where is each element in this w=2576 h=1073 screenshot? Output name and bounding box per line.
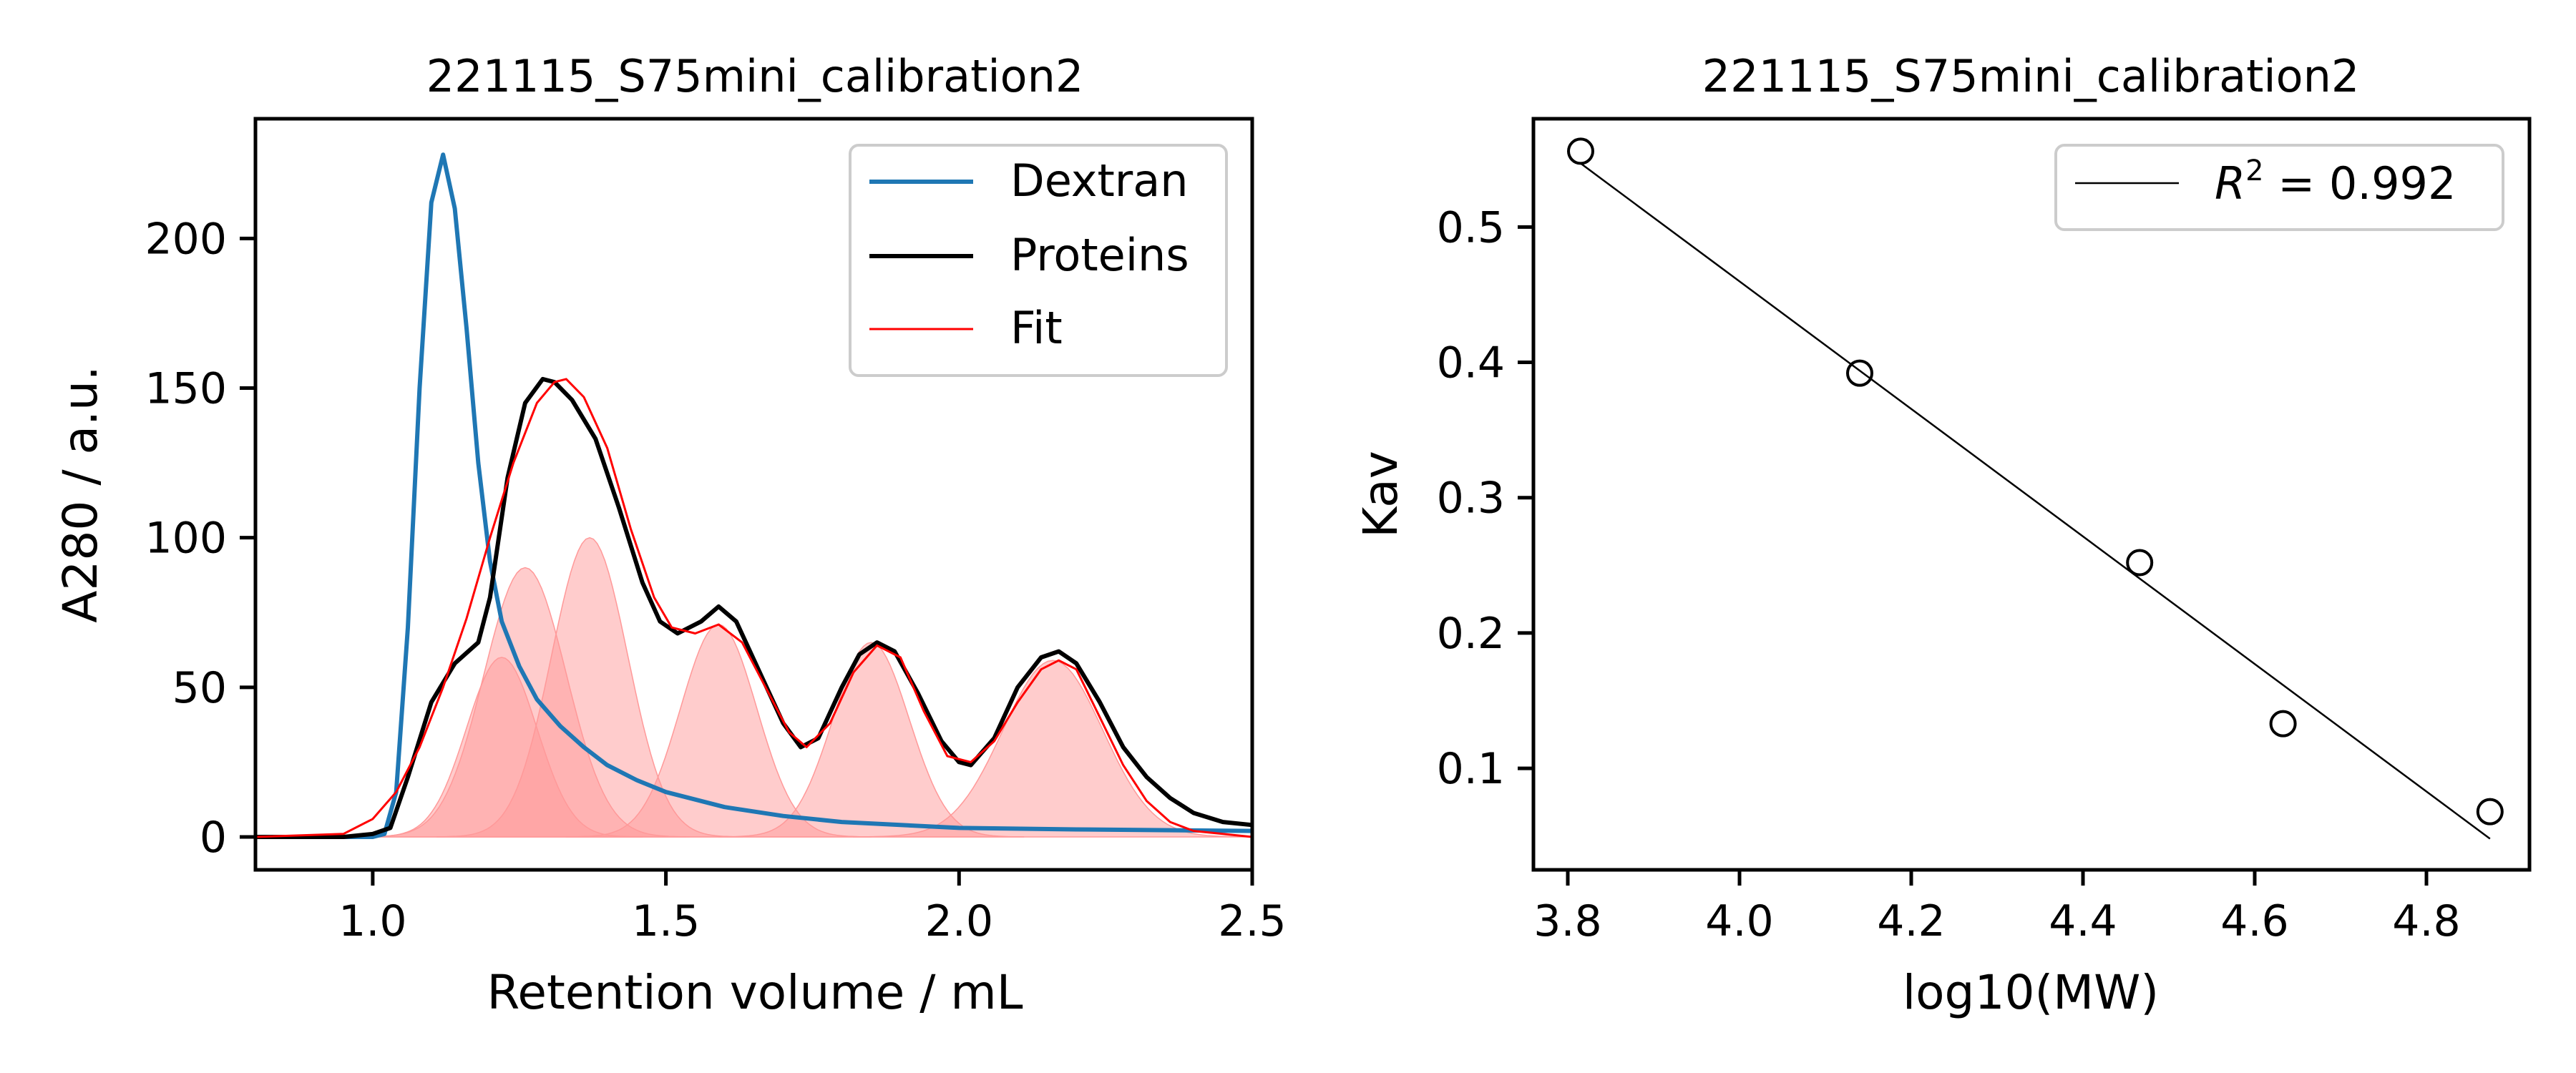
data-point <box>2476 798 2504 825</box>
right-y-tick-label: 0.1 <box>1437 744 1505 794</box>
left-y-axis-label: A280 / a.u. <box>53 366 108 623</box>
left-y-tick-label: 200 <box>145 214 227 264</box>
legend-r2-value: = 0.992 <box>2264 157 2457 210</box>
left-legend-box <box>849 144 1228 377</box>
right-y-tick-label: 0.2 <box>1437 609 1505 659</box>
data-point <box>2126 549 2154 577</box>
legend-label-dextran: Dextran <box>1010 155 1189 207</box>
right-x-tick-label: 4.0 <box>1705 896 1773 946</box>
data-point <box>1567 137 1594 165</box>
series-line-fit <box>255 378 1253 838</box>
series-line-dextran <box>255 152 1253 839</box>
left-x-tick-label: 2.0 <box>925 896 993 946</box>
right-x-axis-label: log10(MW) <box>1903 965 2159 1020</box>
left-x-axis-label: Retention volume / mL <box>487 965 1023 1020</box>
fit-component-6 <box>853 660 1253 838</box>
legend-r2-symbol: R <box>2215 157 2245 210</box>
left-x-tick-label: 1.0 <box>338 896 406 946</box>
right-y-axis-label: Kav <box>1353 451 1408 538</box>
right-x-tick-label: 4.4 <box>2049 896 2117 946</box>
right-y-tick-label: 0.4 <box>1437 338 1505 388</box>
legend-r2-superscript: 2 <box>2245 155 2263 187</box>
right-plot-frame <box>1531 117 2532 872</box>
left-fill-components <box>360 536 1253 838</box>
right-y-tick-label: 0.3 <box>1437 474 1505 524</box>
right-x-tick-label: 4.8 <box>2392 896 2460 946</box>
right-x-tick-label: 4.6 <box>2220 896 2288 946</box>
left-y-tick-label: 50 <box>172 663 227 713</box>
right-x-ticks: 3.8 4.0 4.2 4.4 4.6 4.8 <box>1533 870 2461 946</box>
left-plot-frame <box>253 117 1254 872</box>
left-x-tick-label: 2.5 <box>1218 896 1286 946</box>
legend-label-fit: Fit <box>1010 302 1063 354</box>
right-title: 221115_S75mini_calibration2 <box>1702 50 2360 102</box>
right-y-ticks: 0.1 0.2 0.3 0.4 0.5 <box>1437 202 1533 794</box>
data-point <box>2269 710 2297 738</box>
left-x-tick-label: 1.5 <box>632 896 700 946</box>
left-y-ticks: 0 50 100 150 200 <box>145 214 255 863</box>
left-x-ticks: 1.0 1.5 2.0 2.5 <box>338 870 1287 946</box>
left-y-tick-label: 0 <box>200 813 227 863</box>
left-y-tick-label: 150 <box>145 363 227 413</box>
left-series-lines <box>255 152 1253 839</box>
left-panel: 221115_S75mini_calibration2 1.0 1.5 2.0 2.5… <box>53 50 1287 1020</box>
left-y-tick-label: 100 <box>145 514 227 564</box>
right-panel: 221115_S75mini_calibration2 3.8 4.0 4.2 4.4… <box>1353 50 2532 1020</box>
right-x-tick-label: 3.8 <box>1533 896 1601 946</box>
legend-label-r2: R2 = 0.992 <box>2215 155 2456 210</box>
right-x-tick-label: 4.2 <box>1877 896 1945 946</box>
legend-label-proteins: Proteins <box>1010 229 1189 281</box>
right-legend-box <box>2054 144 2504 231</box>
right-legend: R2 = 0.992 <box>2054 144 2504 231</box>
right-y-tick-label: 0.5 <box>1437 202 1505 253</box>
left-legend: Dextran Proteins Fit <box>849 144 1228 377</box>
fit-line <box>1580 162 2491 840</box>
left-title: 221115_S75mini_calibration2 <box>426 50 1084 102</box>
right-plot-content <box>1567 137 2504 840</box>
data-point <box>1846 359 1873 387</box>
